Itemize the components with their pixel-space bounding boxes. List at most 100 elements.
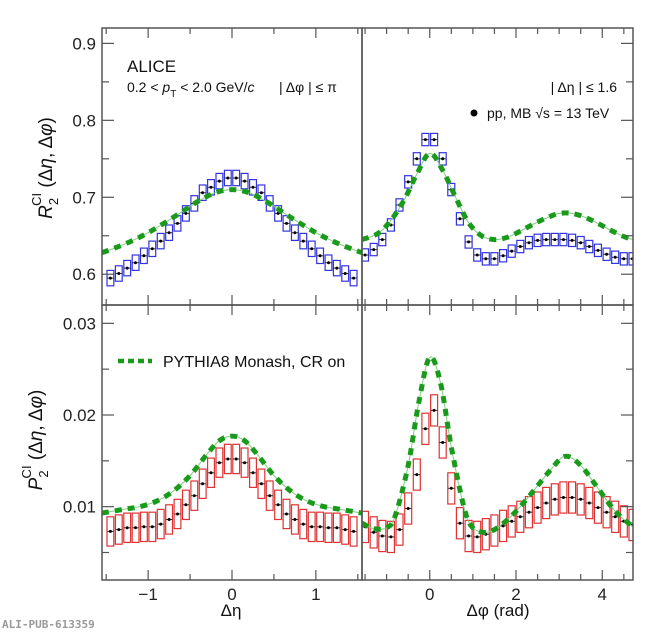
data-point xyxy=(406,180,410,184)
data-point xyxy=(176,221,179,225)
syst-box xyxy=(106,269,115,287)
data-point xyxy=(251,471,255,475)
data-point xyxy=(327,526,330,530)
data-point xyxy=(217,179,221,183)
y-axis-title-r2: R2CI (Δη, Δφ) xyxy=(29,117,61,219)
syst-box xyxy=(447,182,456,197)
syst-box xyxy=(123,512,132,543)
syst-box xyxy=(602,247,611,262)
y-tick-label: 0.6 xyxy=(72,265,96,284)
syst-box xyxy=(232,169,241,187)
syst-box xyxy=(307,511,316,543)
syst-box xyxy=(559,481,568,514)
data-point xyxy=(475,253,479,257)
data-point xyxy=(406,507,410,510)
syst-box xyxy=(181,205,190,222)
data-point xyxy=(562,496,565,499)
syst-box xyxy=(421,132,430,147)
data-point xyxy=(209,471,213,475)
model-thin-line xyxy=(102,435,362,514)
data-point xyxy=(184,211,188,215)
model-curve xyxy=(102,187,362,256)
syst-box xyxy=(490,252,499,266)
syst-box xyxy=(507,244,516,258)
data-point xyxy=(475,535,479,539)
data-point xyxy=(587,501,591,505)
syst-box xyxy=(223,169,232,187)
data-point xyxy=(159,522,163,526)
syst-box xyxy=(114,265,123,282)
data-point xyxy=(117,528,121,532)
data-point xyxy=(108,276,112,280)
data-point xyxy=(276,211,280,215)
data-point xyxy=(587,245,591,248)
data-point xyxy=(605,510,609,514)
syst-box xyxy=(550,232,559,247)
syst-box xyxy=(464,235,473,249)
data-point xyxy=(209,185,213,189)
y-tick-label: 0.8 xyxy=(72,111,96,130)
syst-box xyxy=(207,457,216,489)
y-tick-label: 0.9 xyxy=(72,34,96,53)
data-point xyxy=(285,512,288,516)
syst-box xyxy=(282,498,291,530)
syst-box xyxy=(299,508,308,540)
data-point xyxy=(613,515,617,519)
syst-box xyxy=(332,259,341,277)
data-point xyxy=(134,526,137,530)
syst-box xyxy=(198,184,207,201)
syst-box xyxy=(106,516,115,547)
data-point xyxy=(432,138,436,142)
syst-box xyxy=(516,500,525,534)
syst-box xyxy=(455,507,464,540)
syst-box xyxy=(369,516,378,549)
syst-box xyxy=(481,252,490,266)
syst-box xyxy=(265,480,274,511)
syst-box xyxy=(412,458,421,491)
syst-box xyxy=(274,489,283,521)
data-point xyxy=(467,240,471,244)
data-point xyxy=(226,457,230,461)
data-point xyxy=(372,248,376,252)
data-point xyxy=(423,427,427,431)
syst-box xyxy=(240,447,249,478)
data-point xyxy=(217,461,221,465)
syst-box xyxy=(349,269,358,287)
data-point xyxy=(510,249,514,253)
data-point xyxy=(613,255,617,259)
data-point xyxy=(310,247,314,251)
syst-box xyxy=(299,232,308,250)
syst-box xyxy=(114,514,123,545)
syst-box xyxy=(290,224,299,241)
data-point xyxy=(536,238,540,242)
y-tick-label: 0.01 xyxy=(63,498,96,517)
data-point xyxy=(570,238,574,242)
panel-top-left: 0.6 0.7 0.8 0.9 xyxy=(72,27,363,306)
data-point xyxy=(467,534,471,538)
data-point xyxy=(352,529,356,533)
x-tick-label: 1 xyxy=(311,585,320,604)
data-point xyxy=(536,506,540,510)
syst-box xyxy=(378,519,387,553)
y-tick-label: 0.02 xyxy=(63,406,96,425)
data-point xyxy=(176,512,179,516)
data-point xyxy=(318,525,322,529)
data-point xyxy=(458,521,462,525)
data-point xyxy=(458,217,462,221)
data-point xyxy=(335,266,339,270)
syst-box xyxy=(165,504,174,535)
data-point xyxy=(134,261,137,265)
data-point xyxy=(596,248,600,252)
syst-box xyxy=(249,179,258,196)
data-point xyxy=(125,266,129,270)
dphi-cut-label: | Δφ | ≤ π xyxy=(279,79,337,95)
syst-box xyxy=(602,496,611,529)
syst-box xyxy=(173,498,182,530)
data-point xyxy=(605,252,609,256)
syst-box xyxy=(165,224,174,241)
data-point xyxy=(596,506,600,510)
syst-box xyxy=(404,492,413,525)
x-axis-title-deta: Δη xyxy=(221,601,242,620)
data-point xyxy=(327,261,330,265)
syst-box xyxy=(576,235,585,250)
